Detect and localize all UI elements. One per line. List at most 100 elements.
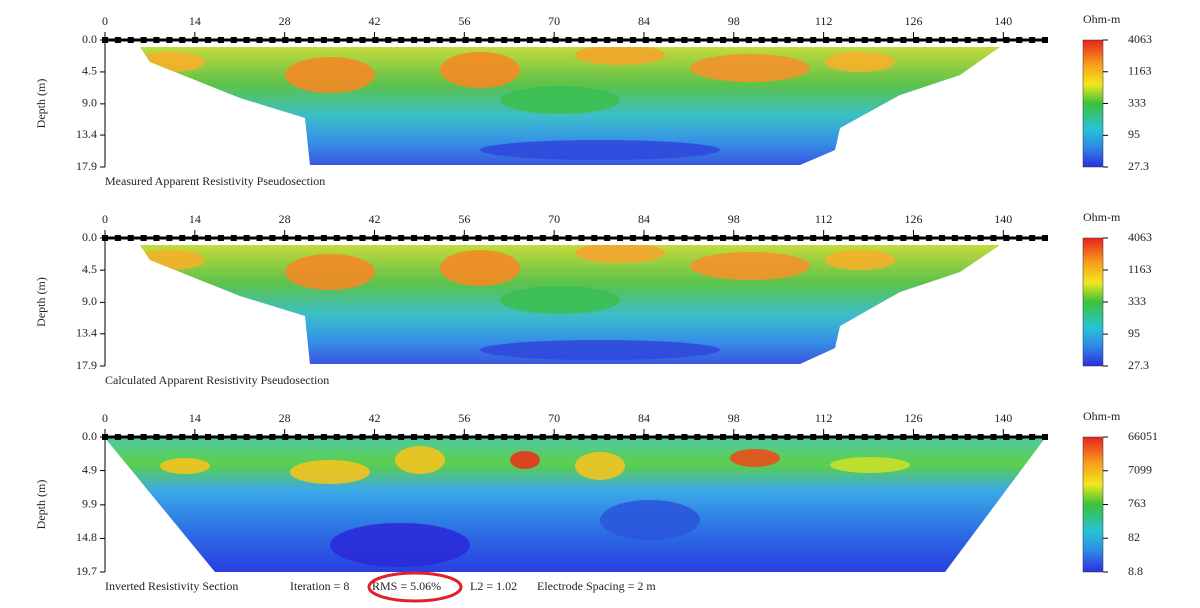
electrode xyxy=(217,434,224,440)
electrode xyxy=(333,37,340,43)
electrode xyxy=(578,37,585,43)
y-axis-label: Depth (m) xyxy=(34,79,48,129)
electrode xyxy=(604,37,611,43)
y-tick-label: 9.0 xyxy=(82,294,97,308)
caption: L2 = 1.02 xyxy=(470,579,517,593)
y-tick-label: 13.4 xyxy=(76,127,97,141)
colorbar-tick-label: 27.3 xyxy=(1128,358,1149,372)
x-tick-label: 70 xyxy=(548,14,560,28)
electrode xyxy=(475,37,482,43)
electrode xyxy=(977,235,984,241)
electrode xyxy=(552,434,559,440)
electrode xyxy=(797,434,804,440)
electrode xyxy=(372,235,379,241)
electrode xyxy=(398,235,405,241)
electrode xyxy=(398,37,405,43)
electrode xyxy=(604,434,611,440)
x-tick-label: 14 xyxy=(189,411,201,425)
electrode xyxy=(681,235,688,241)
electrode xyxy=(552,235,559,241)
electrode xyxy=(462,235,469,241)
electrode xyxy=(707,235,714,241)
x-tick-label: 42 xyxy=(368,411,380,425)
electrode xyxy=(423,37,430,43)
electrode xyxy=(707,37,714,43)
x-tick-label: 14 xyxy=(189,212,201,226)
electrode xyxy=(617,37,624,43)
x-tick-label: 14 xyxy=(189,14,201,28)
x-tick-label: 112 xyxy=(815,14,833,28)
electrode xyxy=(346,37,353,43)
electrode xyxy=(462,434,469,440)
electrode xyxy=(243,37,250,43)
colorbar-tick-label: 763 xyxy=(1128,496,1146,510)
electrode xyxy=(166,235,173,241)
electrode xyxy=(848,434,855,440)
electrode xyxy=(153,235,160,241)
x-tick-label: 140 xyxy=(994,212,1012,226)
colorbar-tick-label: 333 xyxy=(1128,95,1146,109)
caption: RMS = 5.06% xyxy=(372,579,441,593)
electrode xyxy=(166,37,173,43)
contour-blob xyxy=(575,47,665,65)
electrode xyxy=(140,235,147,241)
electrode xyxy=(346,235,353,241)
x-tick-label: 126 xyxy=(904,212,922,226)
electrode xyxy=(938,434,945,440)
contour-fill xyxy=(140,245,1000,364)
electrode xyxy=(282,235,289,241)
electrode xyxy=(642,235,649,241)
colorbar-tick-label: 95 xyxy=(1128,127,1140,141)
x-tick-label: 56 xyxy=(458,212,470,226)
electrode xyxy=(230,37,237,43)
electrode xyxy=(810,235,817,241)
electrode xyxy=(668,37,675,43)
electrode xyxy=(1016,37,1023,43)
electrode xyxy=(256,37,263,43)
electrode xyxy=(282,434,289,440)
electrode xyxy=(320,37,327,43)
electrode xyxy=(385,434,392,440)
electrode xyxy=(758,37,765,43)
contour-blob xyxy=(575,452,625,480)
contour-blob xyxy=(440,52,520,88)
electrode xyxy=(591,235,598,241)
electrode xyxy=(514,235,521,241)
contour-blob xyxy=(330,523,470,567)
y-tick-label: 9.9 xyxy=(82,497,97,511)
y-tick-label: 4.5 xyxy=(82,262,97,276)
electrode xyxy=(951,434,958,440)
electrode xyxy=(591,37,598,43)
electrode xyxy=(591,434,598,440)
electrode xyxy=(951,235,958,241)
x-tick-label: 56 xyxy=(458,14,470,28)
electrode xyxy=(823,235,830,241)
contour-blob xyxy=(480,340,720,360)
electrode xyxy=(269,434,276,440)
y-tick-label: 4.9 xyxy=(82,462,97,476)
electrode xyxy=(230,434,237,440)
electrode xyxy=(707,434,714,440)
y-tick-label: 0.0 xyxy=(82,32,97,46)
electrode xyxy=(565,235,572,241)
electrode xyxy=(874,37,881,43)
electrode xyxy=(642,37,649,43)
x-tick-label: 42 xyxy=(368,212,380,226)
contour-blob xyxy=(690,252,810,280)
electrode xyxy=(320,235,327,241)
contour-blob xyxy=(600,500,700,540)
electrode xyxy=(990,235,997,241)
electrode xyxy=(964,434,971,440)
x-tick-label: 0 xyxy=(102,14,108,28)
x-tick-label: 98 xyxy=(728,411,740,425)
electrode xyxy=(604,235,611,241)
colorbar-tick-label: 8.8 xyxy=(1128,564,1143,578)
colorbar xyxy=(1082,237,1104,367)
contour-blob xyxy=(500,86,620,114)
y-tick-label: 19.7 xyxy=(76,564,97,578)
electrode xyxy=(938,235,945,241)
electrode xyxy=(205,37,212,43)
electrode xyxy=(153,37,160,43)
electrode xyxy=(977,434,984,440)
caption: Electrode Spacing = 2 m xyxy=(537,579,656,593)
